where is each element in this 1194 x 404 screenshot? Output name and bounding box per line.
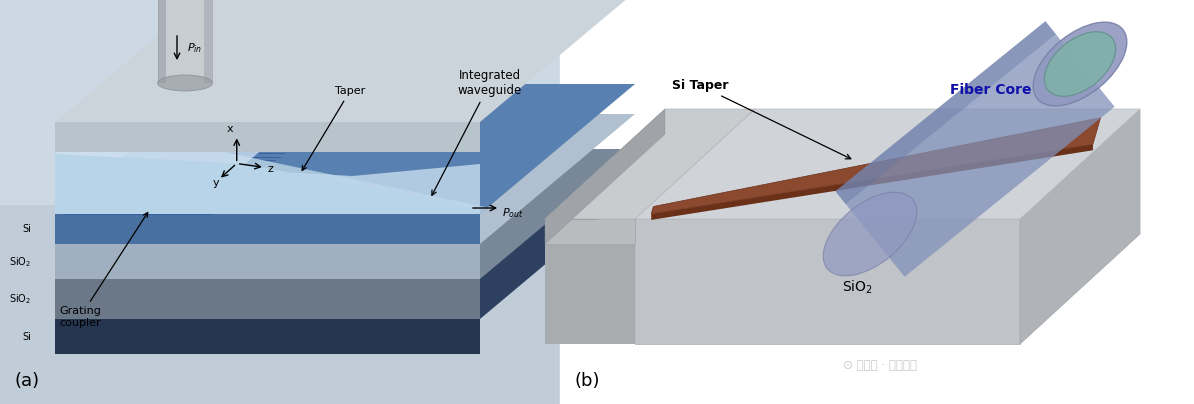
- Ellipse shape: [823, 192, 917, 276]
- Polygon shape: [55, 159, 480, 214]
- Polygon shape: [204, 0, 213, 83]
- Text: z: z: [267, 164, 273, 173]
- Polygon shape: [55, 279, 480, 319]
- Polygon shape: [836, 21, 1115, 277]
- Polygon shape: [1020, 109, 1140, 344]
- Text: SiO$_2$: SiO$_2$: [842, 279, 873, 297]
- Ellipse shape: [1045, 32, 1115, 96]
- Polygon shape: [55, 0, 635, 122]
- Polygon shape: [560, 0, 1194, 404]
- Polygon shape: [55, 149, 635, 279]
- Polygon shape: [158, 0, 166, 83]
- Ellipse shape: [1033, 22, 1127, 106]
- Text: Integrated
waveguide: Integrated waveguide: [432, 69, 522, 195]
- Polygon shape: [55, 214, 480, 244]
- Ellipse shape: [158, 75, 213, 91]
- Text: Grating
coupler: Grating coupler: [59, 213, 148, 328]
- Text: y: y: [213, 177, 220, 187]
- Text: Taper: Taper: [302, 86, 365, 170]
- Polygon shape: [55, 136, 488, 214]
- Polygon shape: [55, 154, 480, 214]
- Text: SiO$_2$: SiO$_2$: [8, 292, 31, 306]
- Polygon shape: [55, 189, 635, 319]
- Polygon shape: [55, 89, 322, 164]
- Text: $P_{out}$: $P_{out}$: [501, 206, 524, 220]
- Polygon shape: [544, 109, 665, 244]
- Text: (b): (b): [576, 372, 601, 390]
- Text: Fiber Core: Fiber Core: [950, 83, 1032, 97]
- Polygon shape: [55, 122, 480, 152]
- Polygon shape: [55, 114, 635, 244]
- Polygon shape: [55, 84, 635, 214]
- Polygon shape: [544, 219, 635, 244]
- Text: Si: Si: [23, 224, 31, 234]
- Text: (a): (a): [16, 372, 41, 390]
- Text: Si Taper: Si Taper: [672, 79, 851, 159]
- Polygon shape: [635, 109, 1140, 219]
- Polygon shape: [635, 219, 1020, 344]
- Text: ⊙ 公众号 · 摩尔芯创: ⊙ 公众号 · 摩尔芯创: [843, 359, 917, 372]
- Text: Si: Si: [23, 332, 31, 342]
- Polygon shape: [0, 0, 560, 204]
- Polygon shape: [158, 0, 213, 83]
- Polygon shape: [836, 21, 1055, 204]
- Polygon shape: [55, 319, 480, 354]
- Text: x: x: [227, 124, 233, 135]
- Polygon shape: [55, 244, 480, 279]
- Polygon shape: [651, 144, 1093, 220]
- Polygon shape: [544, 109, 755, 219]
- Polygon shape: [544, 244, 635, 344]
- Polygon shape: [651, 118, 1101, 214]
- Text: SiO$_2$: SiO$_2$: [8, 255, 31, 269]
- Text: $P_{in}$: $P_{in}$: [187, 41, 202, 55]
- Polygon shape: [0, 0, 560, 404]
